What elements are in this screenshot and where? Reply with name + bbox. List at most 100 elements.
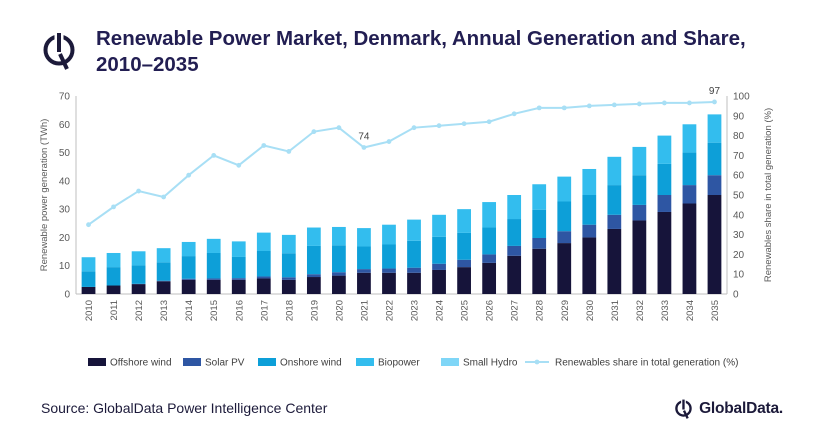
bar-segment-onshore-wind <box>682 152 697 186</box>
share-line-point <box>386 139 392 144</box>
share-line-point <box>111 204 116 210</box>
y2-axis-title: Renewables share in total generation (%) <box>763 108 774 282</box>
y-tick-label: 0 <box>64 290 70 301</box>
share-line-point <box>511 111 517 117</box>
bar-segment-solar-pv <box>332 272 346 276</box>
share-line-point <box>261 143 267 148</box>
bar-segment-offshore-wind <box>582 237 597 294</box>
bar-segment-biopower <box>707 114 722 143</box>
bar-segment-offshore-wind <box>682 203 697 294</box>
brand-logo-icon <box>675 399 692 419</box>
bar-segment-biopower <box>382 224 396 245</box>
x-tick-label: 2019 <box>309 300 320 321</box>
x-tick-label: 2018 <box>284 300 295 321</box>
x-tick-label: 2029 <box>560 300 571 321</box>
bar-segment-solar-pv <box>482 254 497 263</box>
bar-segment-onshore-wind <box>382 244 396 269</box>
bar-segment-offshore-wind <box>332 275 346 294</box>
x-tick-label: 2033 <box>660 300 671 321</box>
bar-segment-biopower <box>532 184 547 210</box>
bar-segment-onshore-wind <box>231 256 246 279</box>
legend-label: Offshore wind <box>110 358 172 369</box>
bar-segment-onshore-wind <box>306 245 321 275</box>
legend-label: Renewables share in total generation (%) <box>555 358 738 369</box>
bar-segment-offshore-wind <box>81 286 96 294</box>
y-tick-label: 50 <box>59 148 71 159</box>
bar-segment-offshore-wind <box>607 228 622 294</box>
y-tick-label: 30 <box>59 205 71 216</box>
bar-segment-onshore-wind <box>256 251 271 277</box>
bar-segment-biopower <box>106 252 121 268</box>
y-tick-label: 10 <box>59 261 71 272</box>
bar-segment-biopower <box>407 219 421 241</box>
bar-segment-offshore-wind <box>181 279 196 294</box>
bar-segment-offshore-wind <box>382 272 396 294</box>
share-line-point <box>561 105 567 111</box>
bar-segment-onshore-wind <box>106 267 121 286</box>
bar-segment-onshore-wind <box>181 256 196 279</box>
bar-segment-offshore-wind <box>357 272 371 294</box>
bar-segment-offshore-wind <box>657 211 672 294</box>
bar-segment-biopower <box>607 156 622 186</box>
bar-segment-onshore-wind <box>332 245 346 273</box>
y-axis-title: Renewable power generation (TWh) <box>39 119 50 272</box>
share-line-point <box>712 99 717 105</box>
legend-swatch <box>441 358 459 366</box>
share-line-point <box>486 119 492 125</box>
bar-segment-solar-pv <box>682 185 697 204</box>
bar-segment-offshore-wind <box>256 278 271 294</box>
bar-segment-offshore-wind <box>131 284 146 294</box>
x-tick-label: 2035 <box>710 300 721 321</box>
legend-swatch <box>88 358 106 366</box>
y2-tick-label: 90 <box>733 111 745 122</box>
bar-segment-onshore-wind <box>607 185 622 215</box>
x-tick-label: 2021 <box>359 300 370 321</box>
legend-label: Small Hydro <box>463 358 518 369</box>
x-tick-label: 2031 <box>610 300 621 321</box>
bar-segment-biopower <box>482 202 497 228</box>
y2-tick-label: 70 <box>733 151 745 162</box>
y2-tick-label: 0 <box>733 290 739 301</box>
legend-swatch <box>183 358 201 366</box>
x-tick-label: 2014 <box>184 300 195 321</box>
share-line-point <box>86 222 91 228</box>
x-tick-label: 2030 <box>585 300 596 321</box>
y2-tick-label: 20 <box>733 250 745 261</box>
bar-segment-biopower <box>156 248 171 263</box>
legend-swatch-marker <box>534 359 540 365</box>
legend-label: Onshore wind <box>280 358 342 369</box>
bar-segment-biopower <box>682 124 697 153</box>
share-line-point <box>662 100 667 106</box>
share-line-point <box>361 145 367 150</box>
x-tick-label: 2026 <box>485 300 496 321</box>
bar-segment-solar-pv <box>607 214 622 229</box>
bar-segment-biopower <box>457 209 471 233</box>
bar-segment-solar-pv <box>256 276 271 279</box>
x-tick-label: 2025 <box>460 300 471 321</box>
bar-segment-biopower <box>81 257 96 272</box>
legend-label: Solar PV <box>205 358 245 369</box>
y2-tick-label: 50 <box>733 191 745 202</box>
bar-segment-offshore-wind <box>557 243 572 294</box>
bar-segment-onshore-wind <box>507 219 522 246</box>
share-line-point <box>411 125 417 131</box>
bar-segment-offshore-wind <box>306 277 321 294</box>
bar-segment-onshore-wind <box>81 271 96 287</box>
bar-segment-solar-pv <box>156 280 171 282</box>
bar-segment-offshore-wind <box>482 262 497 294</box>
share-line-point <box>336 125 342 131</box>
bar-segment-solar-pv <box>582 224 597 238</box>
x-tick-label: 2024 <box>435 300 446 321</box>
bar-segment-offshore-wind <box>231 279 246 294</box>
bar-segment-solar-pv <box>181 278 196 280</box>
globaldata-logo-icon <box>43 32 75 70</box>
bar-segment-onshore-wind <box>632 175 647 205</box>
bar-segment-biopower <box>306 227 321 246</box>
share-line-point <box>461 121 467 127</box>
bar-segment-biopower <box>632 146 647 176</box>
legend-swatch <box>258 358 276 366</box>
bar-segment-solar-pv <box>657 195 672 212</box>
x-tick-label: 2017 <box>259 300 270 321</box>
share-line-point <box>611 102 617 108</box>
bar-segment-offshore-wind <box>156 281 171 294</box>
